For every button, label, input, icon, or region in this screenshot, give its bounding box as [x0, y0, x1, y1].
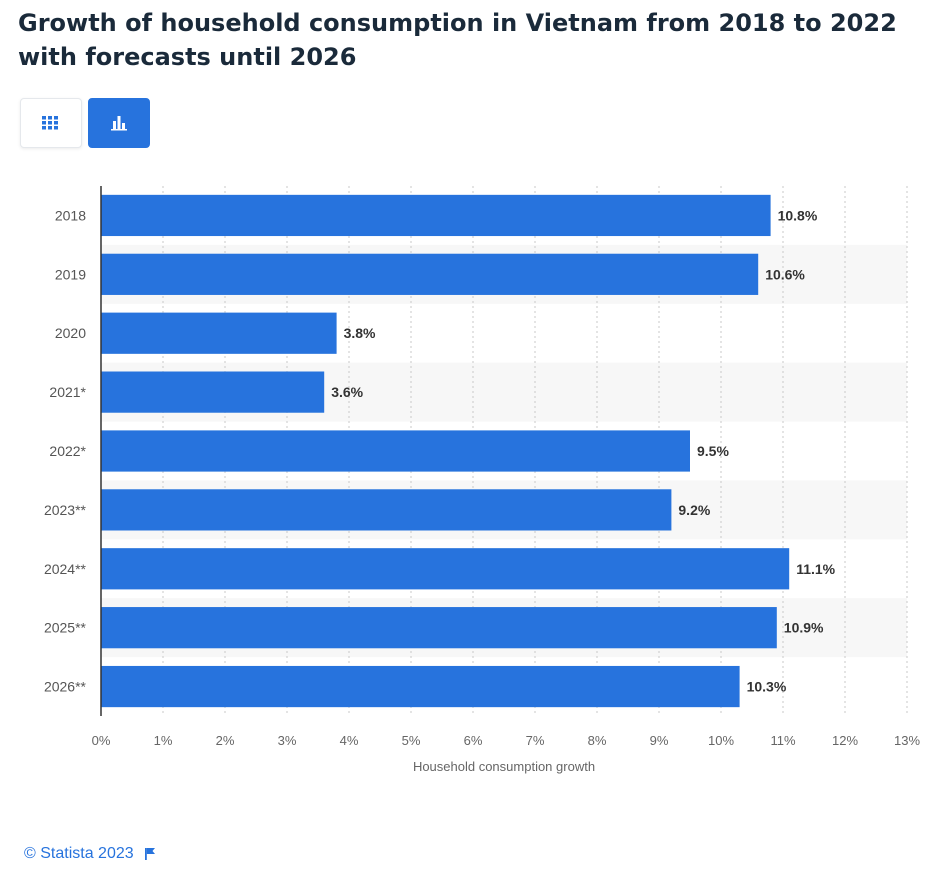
footer: © Statista 2023 — [24, 845, 156, 863]
x-tick-label: 6% — [464, 733, 483, 748]
bar-chart: 10.8% 2018 10.6% 2019 3.8% 2020 3.6% 2021* 9.5% 2… — [44, 186, 920, 774]
bar-chart-icon — [111, 116, 127, 131]
x-tick-label: 9% — [650, 733, 669, 748]
bar — [101, 312, 337, 354]
x-tick-label: 13% — [894, 733, 920, 748]
data-label: 3.6% — [331, 384, 363, 400]
category-label: 2024** — [44, 561, 87, 577]
bar — [101, 253, 759, 295]
x-tick-label: 4% — [340, 733, 359, 748]
chart-view-button[interactable] — [88, 98, 150, 148]
x-tick-label: 7% — [526, 733, 545, 748]
x-tick-label: 10% — [708, 733, 734, 748]
data-label: 10.6% — [765, 266, 805, 282]
bar — [101, 489, 672, 531]
category-label: 2022* — [49, 443, 86, 459]
category-label: 2018 — [55, 207, 86, 223]
x-axis-title: Household consumption growth — [413, 759, 595, 774]
x-tick-label: 2% — [216, 733, 235, 748]
x-tick-label: 5% — [402, 733, 421, 748]
x-tick-label: 3% — [278, 733, 297, 748]
data-label: 10.9% — [784, 620, 824, 636]
category-label: 2020 — [55, 325, 86, 341]
chart-title: Growth of household consumption in Vietn… — [18, 9, 897, 71]
category-label: 2026** — [44, 679, 87, 695]
x-tick-label: 12% — [832, 733, 858, 748]
data-label: 10.8% — [778, 207, 818, 223]
bar — [101, 371, 325, 413]
grid-icon — [42, 116, 58, 130]
table-view-button[interactable] — [20, 98, 82, 148]
copyright-link[interactable]: © Statista 2023 — [24, 845, 134, 862]
bar — [101, 607, 777, 649]
data-label: 9.2% — [678, 502, 710, 518]
data-label: 10.3% — [747, 679, 787, 695]
x-tick-label: 0% — [92, 733, 111, 748]
bar — [101, 548, 790, 590]
x-tick-label: 1% — [154, 733, 173, 748]
category-label: 2019 — [55, 266, 86, 282]
data-label: 9.5% — [697, 443, 729, 459]
flag-icon[interactable] — [144, 847, 156, 861]
data-label: 3.8% — [344, 325, 376, 341]
data-label: 11.1% — [796, 561, 835, 577]
x-tick-label: 8% — [588, 733, 607, 748]
bar — [101, 665, 740, 708]
bar — [101, 194, 771, 237]
category-label: 2025** — [44, 620, 87, 636]
category-label: 2023** — [44, 502, 87, 518]
x-tick-label: 11% — [770, 733, 795, 748]
bar — [101, 430, 690, 472]
category-label: 2021* — [49, 384, 86, 400]
